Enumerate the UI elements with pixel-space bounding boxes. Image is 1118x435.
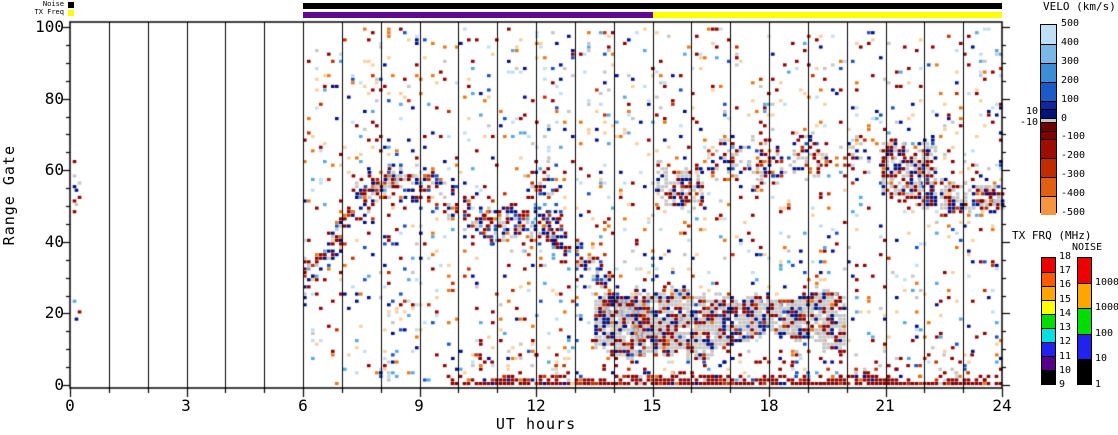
- velo-colorbar-segment-7: [1041, 122, 1056, 131]
- velo-side-label: -10: [1019, 117, 1038, 128]
- velo-colorbar-segment-3: [1041, 81, 1056, 101]
- tx-freq-indicator-bar-segment: [303, 12, 653, 18]
- velo-tick-label: -100: [1061, 131, 1086, 142]
- x-axis-title: UT hours: [495, 415, 577, 433]
- tx-freq-swatch-icon: [68, 10, 74, 16]
- x-tick-label: 24: [992, 396, 1012, 415]
- txfrq-tick-label: 15: [1059, 294, 1072, 305]
- x-tick-label: 6: [298, 396, 308, 415]
- velo-colorbar-segment-10: [1041, 158, 1056, 177]
- txfrq-colorbar-segment-1: [1042, 272, 1055, 286]
- y-tick-label: 0: [54, 375, 64, 394]
- velo-colorbar: [1040, 24, 1057, 215]
- noise-tick-label: 1: [1095, 379, 1102, 390]
- velo-colorbar-segment-5: [1041, 109, 1056, 118]
- txfrq-tick-label: 10: [1059, 365, 1072, 376]
- txfrq-colorbar-segment-2: [1042, 286, 1055, 300]
- txfrq-tick-label: 14: [1059, 308, 1072, 319]
- velo-tick-label: 300: [1061, 56, 1080, 67]
- noise-indicator-bar: [303, 3, 1002, 9]
- noise-swatch-icon: [68, 2, 74, 8]
- velo-colorbar-segment-4: [1041, 100, 1056, 110]
- velo-tick-label: -300: [1061, 169, 1086, 180]
- velo-colorbar-segment-1: [1041, 43, 1056, 63]
- x-tick-label: 0: [65, 396, 75, 415]
- x-tick-label: 12: [526, 396, 546, 415]
- noise-tick-label: 1000: [1095, 302, 1118, 313]
- velo-tick-label: 400: [1061, 37, 1080, 48]
- noise-colorbar: [1077, 257, 1092, 385]
- txfrq-tick-label: 16: [1059, 279, 1072, 290]
- txfrq-tick-label: 11: [1059, 351, 1072, 362]
- legend-noise-label: Noise: [42, 0, 64, 8]
- x-tick-label: 15: [642, 396, 662, 415]
- txfrq-colorbar-segment-7: [1042, 356, 1055, 370]
- y-axis-title: Range Gate: [0, 145, 18, 246]
- txfrq-colorbar: [1041, 257, 1056, 385]
- velo-tick-label: 0: [1061, 113, 1068, 124]
- noise-colorbar-segment-4: [1078, 358, 1091, 384]
- x-tick-label: 18: [759, 396, 779, 415]
- txfrq-colorbar-segment-6: [1042, 342, 1055, 356]
- legend-txfreq-label: TX Freq: [34, 8, 64, 16]
- txfrq-tick-label: 13: [1059, 322, 1072, 333]
- velo-colorbar-segment-2: [1041, 62, 1056, 82]
- txfrq-tick-label: 12: [1059, 336, 1072, 347]
- txfrq-colorbar-segment-8: [1042, 370, 1055, 384]
- velo-tick-label: 200: [1061, 75, 1080, 86]
- y-tick-label: 40: [44, 232, 64, 251]
- tx-freq-indicator-bar-segment: [652, 12, 1002, 18]
- y-tick-label: 20: [44, 303, 64, 322]
- velo-colorbar-segment-6: [1041, 117, 1056, 123]
- velo-tick-label: 500: [1061, 18, 1080, 29]
- velo-colorbar-segment-11: [1041, 176, 1056, 196]
- velo-tick-label: 100: [1061, 94, 1080, 105]
- velo-tick-label: -400: [1061, 188, 1086, 199]
- velo-colorbar-segment-0: [1041, 25, 1056, 44]
- noise-colorbar-segment-1: [1078, 283, 1091, 309]
- noise-colorbar-title: NOISE: [1072, 242, 1103, 253]
- y-tick-label: 80: [44, 89, 64, 108]
- velo-side-label: 10: [1025, 106, 1038, 117]
- noise-colorbar-segment-0: [1078, 258, 1091, 284]
- txfrq-colorbar-segment-3: [1042, 300, 1055, 314]
- txfrq-tick-label: 18: [1059, 251, 1072, 262]
- noise-colorbar-segment-2: [1078, 308, 1091, 334]
- velo-tick-label: -200: [1061, 150, 1086, 161]
- x-tick-label: 9: [414, 396, 424, 415]
- txfrq-colorbar-segment-5: [1042, 328, 1055, 342]
- y-tick-label: 100: [35, 17, 64, 36]
- velo-tick-label: -500: [1061, 207, 1086, 218]
- txfrq-colorbar-title: TX FRQ (MHz): [1012, 229, 1092, 242]
- y-tick-label: 60: [44, 160, 64, 179]
- x-tick-label: 3: [181, 396, 191, 415]
- txfrq-tick-label: 9: [1059, 379, 1066, 390]
- velo-colorbar-segment-9: [1041, 139, 1056, 158]
- txfrq-colorbar-segment-4: [1042, 314, 1055, 328]
- x-tick-label: 21: [875, 396, 895, 415]
- velo-colorbar-title: VELO (km/s): [1043, 0, 1116, 13]
- txfrq-colorbar-segment-0: [1042, 258, 1055, 272]
- velo-colorbar-segment-12: [1041, 195, 1056, 215]
- noise-tick-label: 10000: [1095, 277, 1118, 288]
- txfrq-tick-label: 17: [1059, 265, 1072, 276]
- velo-colorbar-segment-8: [1041, 130, 1056, 140]
- noise-colorbar-segment-3: [1078, 333, 1091, 359]
- noise-tick-label: 10: [1095, 353, 1108, 364]
- noise-tick-label: 100: [1095, 328, 1114, 339]
